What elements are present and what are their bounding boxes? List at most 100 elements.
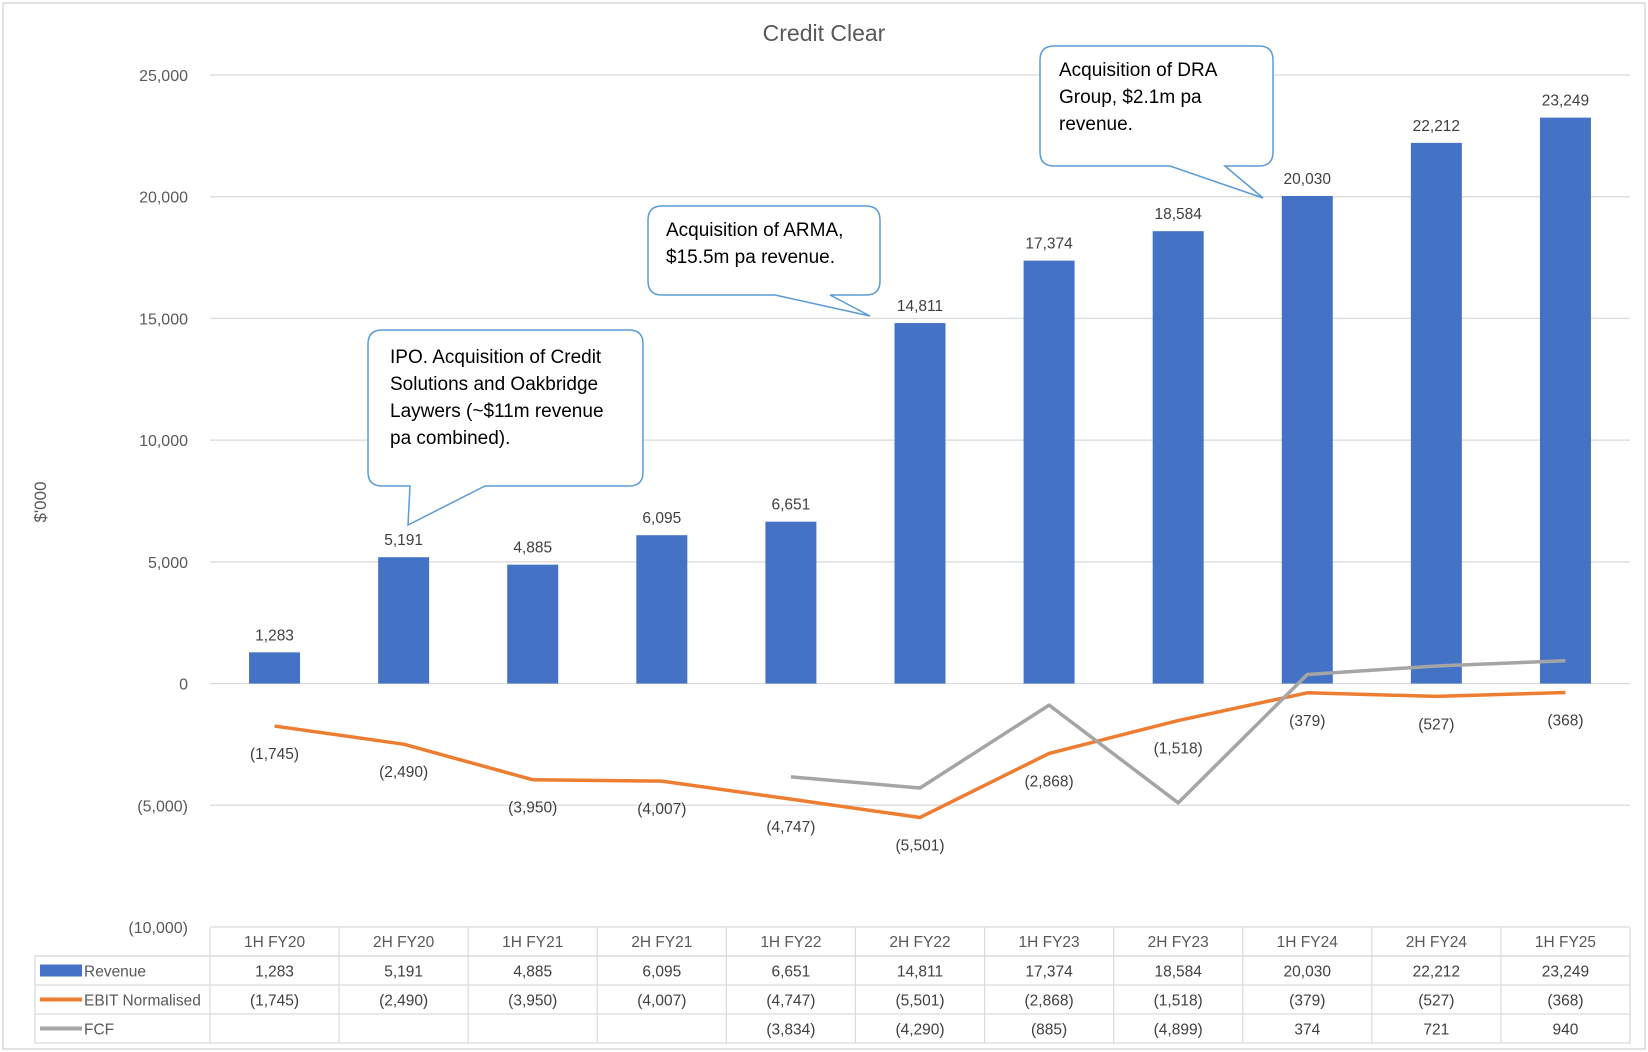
bar-revenue	[378, 557, 430, 684]
table-cell: (885)	[1031, 1022, 1067, 1039]
callout-text: Acquisition of DRA Group, $2.1m pa reven…	[1059, 60, 1218, 135]
bar-data-label: 5,191	[384, 532, 423, 549]
table-cell: 1,283	[255, 964, 294, 981]
line-data-label: (4,747)	[766, 819, 815, 836]
bar-data-label: 20,030	[1284, 171, 1332, 188]
bar-revenue	[249, 652, 301, 684]
data-table: 1H FY20 2H FY20 1H FY21 2H FY21 1H FY22 2H FY…	[34, 926, 1631, 1044]
bar-revenue	[1539, 117, 1591, 684]
table-cell: 22,212	[1413, 964, 1460, 981]
table-cell: (3,834)	[766, 1022, 815, 1039]
table-cell: (3,950)	[508, 993, 557, 1010]
bar-revenue	[507, 564, 559, 684]
y-tick-label: 20,000	[139, 190, 188, 207]
chart-title: Credit Clear	[763, 20, 886, 46]
callouts-layer	[367, 45, 1274, 527]
table-cell: 20,030	[1284, 964, 1332, 981]
legend-key-0	[40, 964, 82, 977]
x-tick-label: 2H FY23	[1148, 934, 1209, 951]
table-cell: 5,191	[384, 964, 423, 981]
bar-revenue	[1023, 260, 1075, 684]
line-data-label: (2,490)	[379, 764, 428, 781]
bar-revenue	[1410, 142, 1462, 684]
lines-layer	[274, 658, 1566, 820]
table-cell: 374	[1294, 1022, 1320, 1039]
line-data-label: (3,950)	[508, 800, 557, 817]
table-cell: (5,501)	[895, 993, 944, 1010]
line-data-label: (2,868)	[1025, 773, 1074, 790]
table-cell: (4,899)	[1154, 1022, 1203, 1039]
bar-data-label: 22,212	[1413, 118, 1460, 135]
table-cell: (1,745)	[250, 993, 299, 1010]
line-data-label: (1,745)	[250, 746, 299, 763]
x-tick-label: 1H FY25	[1535, 934, 1596, 951]
bar-revenue	[894, 323, 946, 684]
legend-label: EBIT Normalised	[84, 993, 201, 1010]
labels-layer: 1,283 5,191 4,885 6,095 6,651 14,811 17,374 18,…	[250, 93, 1589, 855]
table-cell: (379)	[1289, 993, 1325, 1010]
bar-data-label: 6,651	[772, 497, 811, 514]
x-tick-label: 2H FY20	[373, 934, 435, 951]
y-tick-label: 10,000	[139, 433, 188, 450]
line-data-label: (379)	[1289, 713, 1325, 730]
line-ebit-normalised	[274, 690, 1566, 820]
table-cell: 17,374	[1025, 964, 1073, 981]
callout-bubble	[647, 205, 881, 317]
x-tick-label: 1H FY23	[1019, 934, 1080, 951]
table-cell: (4,747)	[766, 993, 815, 1010]
bar-data-label: 6,095	[642, 510, 681, 527]
bars-layer	[249, 117, 1591, 684]
table-cell: 6,095	[642, 964, 681, 981]
table-cell: (2,868)	[1025, 993, 1074, 1010]
bar-revenue	[636, 535, 688, 684]
x-tick-label: 1H FY20	[244, 934, 306, 951]
bar-data-label: 1,283	[255, 627, 294, 644]
table-cell: 721	[1423, 1022, 1449, 1039]
bar-revenue	[1281, 195, 1333, 684]
bar-revenue	[1152, 231, 1204, 684]
y-tick-label: 0	[179, 677, 188, 694]
table-cell: 18,584	[1154, 964, 1202, 981]
bar-data-label: 18,584	[1154, 206, 1202, 223]
y-tick-label: (10,000)	[128, 920, 188, 937]
bar-data-label: 14,811	[897, 298, 943, 315]
table-cell: 4,885	[513, 964, 552, 981]
legend-label: FCF	[84, 1022, 114, 1039]
line-data-label: (1,518)	[1154, 741, 1203, 758]
bar-data-label: 17,374	[1025, 236, 1073, 253]
callout-bubble	[367, 329, 644, 527]
table-cell: 940	[1553, 1022, 1579, 1039]
line-data-label: (4,007)	[637, 801, 686, 818]
callout-text: Acquisition of ARMA, $15.5m pa revenue.	[666, 220, 844, 268]
table-cell: 23,249	[1542, 964, 1589, 981]
line-fcf	[790, 658, 1566, 805]
y-tick-label: 25,000	[139, 68, 188, 85]
table-cell: 14,811	[897, 964, 943, 981]
bar-revenue	[765, 521, 817, 684]
table-cell: (1,518)	[1154, 993, 1203, 1010]
bar-data-label: 4,885	[513, 540, 552, 557]
table-cell: (4,290)	[895, 1022, 944, 1039]
bar-data-label: 23,249	[1542, 93, 1589, 110]
callout-text: IPO. Acquisition of Credit Solutions and…	[390, 347, 604, 449]
x-tick-label: 1H FY24	[1277, 934, 1339, 951]
table-cell: (527)	[1418, 993, 1454, 1010]
y-tick-label: 5,000	[148, 555, 188, 572]
x-tick-label: 1H FY21	[502, 934, 563, 951]
legend-label: Revenue	[84, 964, 146, 981]
y-tick-label: 15,000	[139, 311, 188, 328]
table-cell: 6,651	[772, 964, 811, 981]
line-data-label: (527)	[1418, 716, 1454, 733]
x-tick-label: 2H FY24	[1406, 934, 1468, 951]
y-axis-label: $'000	[31, 481, 50, 522]
x-tick-label: 2H FY22	[889, 934, 950, 951]
y-tick-label: (5,000)	[137, 798, 188, 815]
line-data-label: (368)	[1547, 713, 1583, 730]
x-tick-label: 1H FY22	[760, 934, 821, 951]
table-cell: (368)	[1547, 993, 1583, 1010]
x-tick-label: 2H FY21	[631, 934, 692, 951]
callout-bubble	[1039, 45, 1274, 199]
